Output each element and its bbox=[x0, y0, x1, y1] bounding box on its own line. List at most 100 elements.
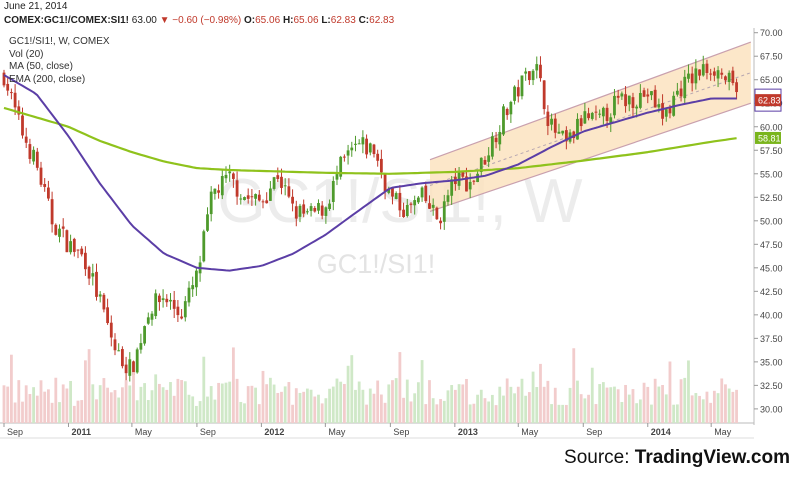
candle-up bbox=[220, 176, 224, 196]
candle-up bbox=[239, 198, 243, 200]
candle-down bbox=[398, 192, 402, 211]
candle-down bbox=[17, 106, 21, 115]
candle-down bbox=[690, 73, 694, 84]
candle-down bbox=[605, 107, 609, 121]
candle-down bbox=[291, 196, 294, 204]
volume-bar bbox=[638, 399, 642, 423]
candle-up bbox=[620, 93, 624, 97]
low-label: L: bbox=[321, 15, 331, 26]
volume-bar bbox=[220, 383, 224, 423]
volume-bar bbox=[561, 404, 565, 423]
volume-bar bbox=[294, 388, 298, 423]
candle-up bbox=[331, 180, 335, 202]
volume-bar bbox=[420, 360, 424, 423]
ema200-line bbox=[3, 106, 737, 175]
volume-bar bbox=[361, 389, 365, 423]
candle-up bbox=[446, 195, 450, 202]
volume-bar bbox=[54, 377, 58, 423]
candle-down bbox=[24, 136, 28, 143]
volume-bar bbox=[350, 355, 354, 423]
candle-up bbox=[339, 156, 343, 177]
volume-bar bbox=[139, 386, 143, 423]
candle-up bbox=[350, 147, 354, 151]
candle-up bbox=[531, 70, 535, 81]
candle-up bbox=[206, 214, 209, 231]
volume-bar bbox=[631, 389, 635, 423]
volume-bar bbox=[305, 388, 309, 423]
candle-up bbox=[324, 207, 328, 216]
candle-up bbox=[468, 181, 472, 190]
candle-up bbox=[202, 231, 206, 262]
candle-up bbox=[328, 203, 331, 209]
y-tick-label: 60.00 bbox=[760, 122, 783, 132]
volume-bar bbox=[546, 380, 550, 423]
volume-bar bbox=[679, 379, 683, 423]
candle-up bbox=[513, 86, 516, 101]
candle-up bbox=[650, 91, 653, 96]
candle-up bbox=[557, 131, 561, 134]
candle-down bbox=[320, 205, 324, 216]
volume-bar bbox=[120, 387, 124, 423]
candle-down bbox=[250, 196, 254, 198]
x-tick-label: 2011 bbox=[71, 427, 91, 437]
volume-bar bbox=[416, 382, 420, 423]
ma50-line bbox=[3, 74, 737, 272]
volume-bar bbox=[550, 404, 553, 423]
volume-bar bbox=[724, 384, 727, 423]
volume-bar bbox=[627, 394, 631, 423]
volume-bar bbox=[709, 402, 713, 423]
volume-bar bbox=[701, 399, 705, 423]
candle-down bbox=[342, 156, 346, 158]
legend-symbol[interactable]: GC1!/SI1!, W, COMEX bbox=[9, 36, 110, 47]
candle-up bbox=[635, 106, 639, 109]
high-value: 65.06 bbox=[293, 15, 319, 26]
candle-up bbox=[346, 150, 350, 156]
volume-bar bbox=[613, 386, 616, 423]
candle-up bbox=[58, 228, 61, 237]
y-tick-label: 42.50 bbox=[760, 287, 783, 297]
ema-badge bbox=[755, 131, 781, 144]
candle-down bbox=[653, 89, 657, 108]
volume-bar bbox=[35, 395, 39, 423]
volume-bar bbox=[46, 389, 50, 423]
candle-up bbox=[335, 174, 339, 180]
y-tick-label: 52.50 bbox=[760, 193, 783, 203]
candle-up bbox=[91, 273, 95, 277]
candle-down bbox=[587, 113, 590, 119]
volume-bar bbox=[505, 378, 509, 423]
candle-down bbox=[724, 76, 727, 81]
legend-ma50[interactable]: MA (50, close) bbox=[9, 61, 73, 72]
candle-down bbox=[539, 64, 542, 79]
candle-up bbox=[420, 187, 424, 198]
candle-up bbox=[309, 206, 313, 211]
volume-bar bbox=[650, 404, 653, 423]
volume-bar bbox=[646, 386, 650, 423]
candle-down bbox=[109, 322, 113, 338]
volume-bar bbox=[132, 372, 135, 423]
volume-bar bbox=[124, 380, 128, 423]
source-name: TradingView.com bbox=[634, 447, 790, 468]
candle-down bbox=[13, 92, 17, 108]
watermark-small: GC1!/SI1! bbox=[317, 249, 436, 279]
volume-bar bbox=[298, 392, 302, 423]
candle-down bbox=[435, 207, 439, 220]
legend-volume[interactable]: Vol (20) bbox=[9, 48, 44, 60]
candle-down bbox=[553, 118, 557, 133]
price-change: −0.60 (−0.98%) bbox=[172, 15, 242, 26]
volume-bar bbox=[206, 396, 209, 423]
candle-down bbox=[642, 90, 646, 97]
volume-bar bbox=[239, 401, 243, 423]
candle-down bbox=[276, 175, 280, 179]
volume-bar bbox=[642, 382, 646, 423]
volume-bar bbox=[257, 404, 261, 423]
y-tick-label: 40.00 bbox=[760, 310, 783, 320]
volume-bar bbox=[428, 380, 431, 423]
candle-up bbox=[213, 188, 217, 194]
volume-bar bbox=[317, 394, 320, 423]
volume-bar bbox=[183, 381, 187, 423]
volume-bar bbox=[568, 387, 572, 423]
symbol-name[interactable]: COMEX:GC1!/COMEX:SI1! bbox=[4, 15, 130, 26]
legend-ema200[interactable]: EMA (200, close) bbox=[9, 73, 86, 85]
volume-bar bbox=[280, 391, 283, 423]
